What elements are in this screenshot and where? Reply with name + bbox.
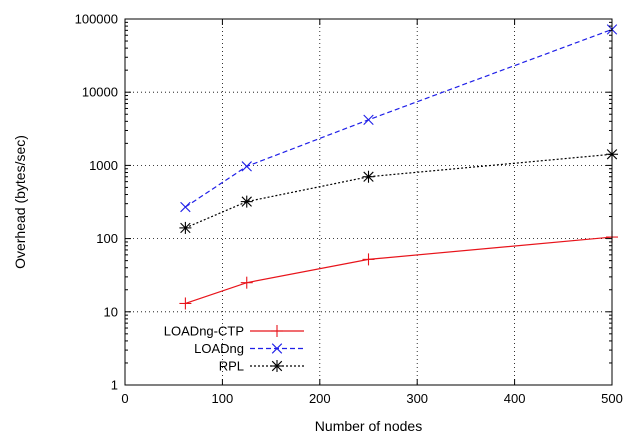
y-tick-label: 10000	[82, 85, 118, 100]
legend-label: LOADng-CTP	[164, 324, 244, 339]
series-line-loadng	[185, 28, 613, 208]
y-tick-label: 1000	[89, 158, 118, 173]
data-point	[240, 195, 253, 208]
y-tick-label: 100000	[75, 12, 118, 27]
data-point	[179, 221, 192, 234]
data-point	[179, 297, 192, 310]
legend-marker	[271, 360, 283, 372]
series-line-rpl	[185, 153, 613, 229]
x-tick-label: 0	[121, 391, 128, 406]
x-tick-label: 300	[406, 391, 428, 406]
legend: LOADng-CTP LOADng RPL	[164, 324, 304, 374]
y-tick-label: 10	[104, 304, 118, 319]
legend-label: RPL	[219, 359, 244, 374]
x-tick-label: 200	[309, 391, 331, 406]
data-point	[362, 253, 375, 266]
legend-marker	[271, 343, 283, 354]
series-line-loadng-ctp	[185, 236, 613, 305]
series-layer	[179, 24, 618, 310]
plot-frame	[124, 18, 613, 386]
data-point	[241, 161, 252, 172]
legend-label: LOADng	[194, 341, 244, 356]
data-point	[180, 201, 191, 213]
x-tick-label: 400	[504, 391, 526, 406]
grid-lines	[125, 19, 612, 385]
data-point	[363, 114, 374, 125]
legend-marker	[271, 325, 283, 337]
y-tick-label: 1	[111, 378, 118, 393]
y-axis-label: Overhead (bytes/sec)	[12, 135, 28, 269]
x-axis-label: Number of nodes	[315, 418, 422, 434]
y-tick-label: 100	[96, 231, 118, 246]
x-tick-label: 100	[212, 391, 234, 406]
data-point	[240, 276, 253, 289]
x-tick-label: 500	[601, 391, 623, 406]
axis-ticks: 0 100 200 300 400 500 1 10 100 1000 10000 100000	[75, 12, 623, 407]
data-point	[362, 170, 375, 183]
